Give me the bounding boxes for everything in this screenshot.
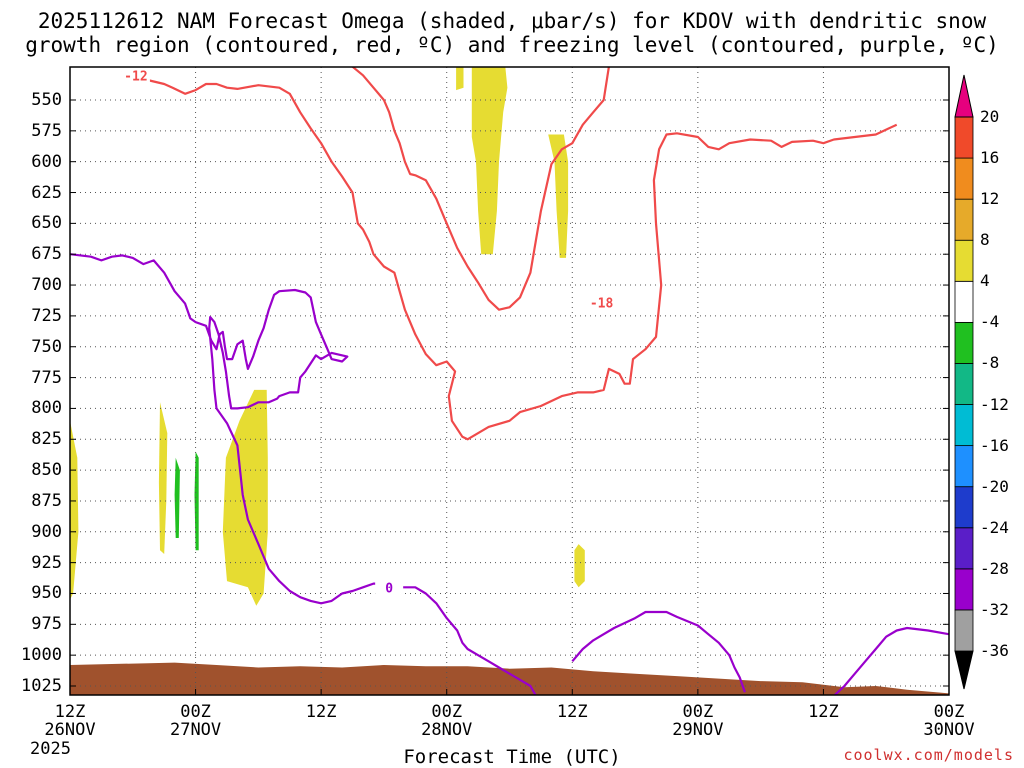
y-tick-label-750: 750 bbox=[31, 336, 62, 357]
colorbar-label--32: -32 bbox=[980, 599, 1009, 619]
colorbar-swatch-12 bbox=[954, 157, 974, 200]
colorbar-label-20: 20 bbox=[980, 107, 1000, 126]
colorbar-label--16: -16 bbox=[980, 435, 1009, 455]
contour-label-bg-dgz-lower bbox=[587, 295, 616, 310]
colorbar-max-triangle bbox=[954, 74, 974, 118]
chart-title-line1: 2025112612 NAM Forecast Omega (shaded, μ… bbox=[37, 9, 987, 33]
contour-label-bg-dgz-upper bbox=[121, 68, 150, 83]
plot-layer: -12 -18 0 bbox=[70, 67, 949, 695]
x-tick-label-0: 12Z 26NOV bbox=[44, 702, 96, 740]
omega-region-0 bbox=[70, 420, 79, 600]
colorbar-label--28: -28 bbox=[980, 558, 1009, 578]
x-axis-title: Forecast Time (UTC) bbox=[403, 746, 621, 768]
omega-region-3 bbox=[574, 544, 585, 588]
y-tick-label-975: 975 bbox=[31, 614, 62, 635]
y-tick-label-675: 675 bbox=[31, 244, 62, 265]
omega-region-5 bbox=[471, 67, 508, 255]
y-tick-label-800: 800 bbox=[31, 398, 62, 419]
source-credit: coolwx.com/models bbox=[843, 746, 1014, 764]
contour-freezing-level bbox=[70, 253, 537, 695]
y-tick-label-725: 725 bbox=[31, 305, 62, 326]
colorbar-label--8: -8 bbox=[980, 353, 1000, 373]
y-tick-label-850: 850 bbox=[31, 460, 62, 481]
contour-label-dgz-lower: -18 bbox=[590, 297, 614, 312]
contour-dgz-upper bbox=[121, 69, 898, 441]
colorbar-swatch--24 bbox=[954, 486, 974, 529]
y-tick-label-1025: 1025 bbox=[21, 676, 62, 696]
y-tick-label-925: 925 bbox=[31, 552, 62, 573]
colorbar-swatch--32 bbox=[954, 568, 974, 611]
x-tick-label-48: 12Z bbox=[556, 702, 588, 722]
chart-title-line2: growth region (contoured, red, ºC) and f… bbox=[25, 33, 999, 57]
contour-label-freezing-level: 0 bbox=[385, 582, 393, 597]
colorbar-swatch-16 bbox=[954, 116, 974, 159]
omega-region-6 bbox=[548, 134, 569, 258]
contour-freezing-level-3 bbox=[833, 626, 949, 695]
colorbar-swatch--12 bbox=[954, 363, 974, 405]
colorbar-swatch-4 bbox=[954, 239, 974, 282]
contour-label-dgz-upper: -12 bbox=[124, 70, 147, 85]
contour-label-bg-freezing-level bbox=[375, 580, 404, 595]
y-tick-label-875: 875 bbox=[31, 490, 62, 511]
colorbar-label--12: -12 bbox=[980, 394, 1009, 414]
x-tick-label-24: 12Z bbox=[305, 702, 337, 722]
colorbar-swatch--36 bbox=[954, 609, 974, 652]
x-tick-label-12: 00Z 27NOV bbox=[169, 702, 222, 740]
y-tick-label-625: 625 bbox=[31, 182, 62, 203]
y-tick-label-950: 950 bbox=[31, 583, 62, 604]
colorbar-label-12: 12 bbox=[980, 189, 1000, 209]
y-tick-label-825: 825 bbox=[31, 429, 62, 450]
y-tick-label-550: 550 bbox=[31, 90, 62, 110]
x-tick-label-84: 00Z 30NOV bbox=[923, 702, 975, 740]
colorbar-label--4: -4 bbox=[980, 312, 1000, 332]
omega-region-1 bbox=[158, 402, 168, 554]
x-tick-label-72: 12Z bbox=[808, 702, 839, 722]
x-tick-label-60: 00Z 29NOV bbox=[672, 702, 724, 740]
y-tick-label-1000: 1000 bbox=[21, 645, 62, 666]
omega-region-7 bbox=[174, 457, 180, 538]
y-tick-label-900: 900 bbox=[31, 521, 62, 542]
colorbar-label--36: -36 bbox=[980, 641, 1009, 660]
contour-dgz-lower bbox=[351, 67, 610, 311]
y-tick-label-650: 650 bbox=[31, 213, 62, 234]
contour-freezing-level-2 bbox=[571, 610, 746, 693]
omega-region-2 bbox=[222, 389, 268, 606]
colorbar-swatch--28 bbox=[954, 527, 974, 570]
terrain-ground bbox=[70, 662, 949, 695]
y-tick-label-575: 575 bbox=[31, 120, 62, 141]
colorbar-label--20: -20 bbox=[980, 476, 1009, 496]
plot-frame bbox=[69, 66, 950, 696]
colorbar-swatch--4 bbox=[954, 280, 974, 323]
omega-region-4 bbox=[456, 67, 464, 91]
colorbar-swatch--8 bbox=[954, 321, 974, 364]
y-tick-label-775: 775 bbox=[31, 367, 62, 388]
colorbar-swatch--20 bbox=[954, 445, 974, 488]
colorbar-label-8: 8 bbox=[980, 230, 990, 250]
x-axis-start-year: 2025 bbox=[30, 739, 71, 759]
y-tick-label-600: 600 bbox=[31, 151, 62, 172]
colorbar-swatch--16 bbox=[954, 404, 974, 447]
colorbar-label--24: -24 bbox=[980, 517, 1009, 537]
colorbar-label-4: 4 bbox=[980, 271, 990, 291]
colorbar-label-16: 16 bbox=[980, 148, 1000, 168]
colorbar-min-triangle bbox=[954, 650, 974, 690]
y-tick-label-700: 700 bbox=[31, 275, 62, 296]
omega-region-8 bbox=[194, 451, 199, 551]
x-tick-label-36: 00Z 28NOV bbox=[421, 702, 473, 740]
colorbar-swatch-8 bbox=[954, 198, 974, 241]
